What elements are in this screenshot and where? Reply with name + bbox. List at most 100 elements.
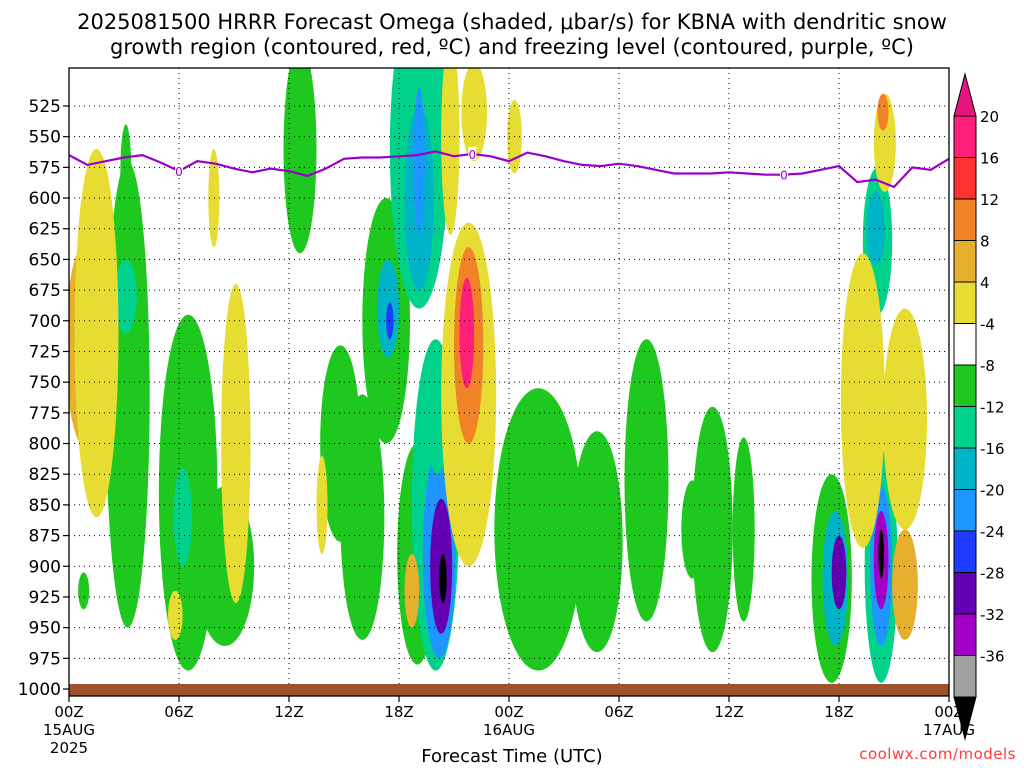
omega-cell (571, 431, 623, 653)
colorbar-label: -4 (980, 316, 995, 334)
omega-cell (208, 148, 220, 248)
x-tick-date: 16AUG (483, 721, 535, 739)
omega-cell (221, 283, 251, 604)
omega-cell (461, 68, 487, 162)
omega-cell (840, 253, 885, 548)
colorbar-label: -32 (980, 606, 1005, 624)
x-tick-label: 12Z (714, 703, 743, 721)
colorbar-swatch (953, 323, 977, 366)
x-axis-label: Forecast Time (UTC) (421, 746, 603, 767)
colorbar-label: 16 (980, 150, 999, 168)
y-tick-label: 750 (29, 373, 61, 393)
omega-cell (404, 553, 420, 628)
omega-cell (831, 535, 847, 610)
omega-cell (883, 308, 927, 530)
omega-cell (114, 259, 137, 334)
colorbar-swatch (953, 447, 977, 490)
colorbar-label: 4 (980, 274, 990, 292)
y-tick-label: 825 (29, 465, 61, 485)
omega-cell (878, 529, 884, 579)
x-tick-date: 15AUG (43, 721, 95, 739)
x-tick-label: 18Z (384, 703, 413, 721)
colorbar-label: 8 (980, 233, 990, 251)
colorbar-swatch (953, 613, 977, 656)
y-tick-label: 525 (29, 97, 61, 117)
y-tick-label: 625 (29, 220, 61, 240)
colorbar-swatch (953, 240, 977, 283)
colorbar-label: -28 (980, 565, 1005, 583)
watermark-text: coolwx.com/models (859, 745, 1016, 763)
omega-cell (74, 148, 119, 518)
y-tick-label: 550 (29, 128, 61, 148)
omega-cell (892, 529, 918, 640)
title-line-1: 2025081500 HRRR Forecast Omega (shaded, … (77, 10, 947, 34)
y-axis-ticks: 525 550 575 600 625 650 675 700 725 750 775 800 825 8… (18, 97, 69, 700)
x-tick-label: 00Z (494, 703, 523, 721)
freezing-label-bg (175, 164, 183, 178)
x-tick-year: 2025 (50, 739, 88, 757)
omega-cell (681, 480, 704, 579)
omega-cell (283, 68, 317, 254)
omega-cell (732, 437, 755, 622)
grid-lines (69, 68, 949, 696)
colorbar-label: -16 (980, 440, 1005, 458)
y-tick-label: 700 (29, 312, 61, 332)
freezing-level-line (68, 150, 950, 189)
colorbar-bottom-arrow (953, 696, 977, 741)
omega-cell (624, 339, 669, 622)
freezing-level-label: 0 (780, 169, 788, 183)
x-tick-label: 12Z (274, 703, 303, 721)
freezing-label-bg (468, 146, 477, 160)
omega-cell (120, 124, 132, 223)
chart-title: 2025081500 HRRR Forecast Omega (shaded, … (0, 10, 1024, 60)
omega-cell (413, 87, 425, 235)
omega-cell (439, 553, 447, 604)
colorbar-top-arrow (953, 72, 977, 117)
colorbar-swatch (953, 655, 977, 698)
colorbar-swatch (953, 115, 977, 158)
omega-shading (69, 68, 927, 683)
colorbar-label: -12 (980, 399, 1005, 417)
colorbar-swatch (953, 198, 977, 241)
freezing-label-bg (780, 167, 788, 181)
y-tick-label: 675 (29, 281, 61, 301)
colorbar-label: 20 (980, 108, 999, 126)
x-tick-label: 06Z (164, 703, 193, 721)
colorbar-label: -8 (980, 357, 995, 375)
y-tick-label: 900 (29, 557, 61, 577)
omega-cell (866, 191, 885, 266)
omega-cell (316, 455, 328, 554)
y-tick-label: 650 (29, 250, 61, 270)
y-tick-label: 850 (29, 496, 61, 516)
freezing-level-contour: 0 0 0 (68, 146, 950, 189)
colorbar-swatch (953, 406, 977, 449)
freezing-level-label: 0 (175, 165, 183, 179)
omega-cell (173, 468, 192, 567)
omega-cell (494, 388, 583, 671)
omega-cell (78, 572, 90, 610)
y-tick-label: 725 (29, 342, 61, 362)
x-tick-label: 06Z (604, 703, 633, 721)
ground-layer (69, 684, 949, 696)
colorbar-swatch (953, 364, 977, 407)
omega-cell (340, 394, 385, 640)
omega-cell (692, 406, 733, 653)
colorbar-swatch (953, 489, 977, 532)
colorbar-label: -24 (980, 523, 1005, 541)
y-tick-label: 950 (29, 619, 61, 639)
omega-cell (441, 68, 460, 235)
omega-cell (877, 93, 889, 131)
colorbar-label: -20 (980, 482, 1005, 500)
y-tick-label: 875 (29, 527, 61, 547)
y-tick-label: 925 (29, 588, 61, 608)
x-tick-label: 18Z (824, 703, 853, 721)
y-tick-label: 800 (29, 435, 61, 455)
colorbar: 20 16 12 8 4 -4 -8 -12 -16 -20 -24 -28 -32 -36 (953, 72, 1005, 741)
colorbar-label: -36 (980, 648, 1005, 666)
colorbar-label: 12 (980, 191, 999, 209)
colorbar-swatch (953, 157, 977, 200)
y-tick-label: 775 (29, 404, 61, 424)
colorbar-swatch (953, 572, 977, 615)
